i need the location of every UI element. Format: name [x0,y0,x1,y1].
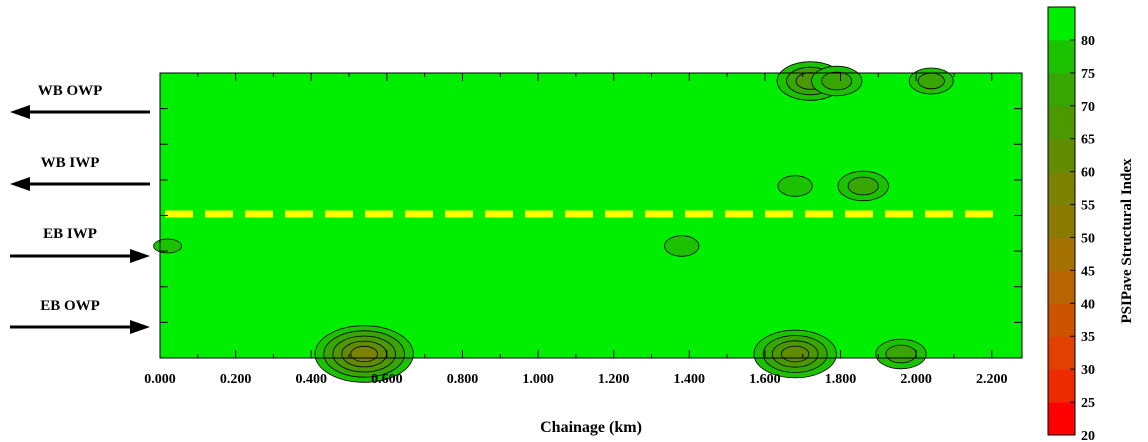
colorbar-tick-label: 50 [1081,231,1095,246]
lane-arrow-head [130,320,150,334]
x-tick-label: 1.800 [825,372,857,387]
lane-arrow-head [130,249,150,263]
y-axis-ticks [160,108,1022,323]
x-tick-label: 2.200 [976,372,1008,387]
colorbar-tick-label: 80 [1081,34,1095,49]
colorbar: 20 25 30 35 40 45 50 55 60 65 70 75 80 [1047,6,1095,442]
lane-arrow-head [10,105,30,119]
contour-ring [664,235,700,257]
colorbar-tick-label: 30 [1081,363,1095,378]
colorbar-frame [1047,6,1076,436]
lane-label: WB OWP [38,83,103,99]
x-axis-ticks [159,73,993,358]
contour-ring [885,344,917,364]
x-tick-label: 0.400 [295,372,327,387]
colorbar-segment [1048,369,1075,403]
colorbar-segment [1048,237,1075,271]
colorbar-segment [1048,39,1075,74]
colorbar-tick-label: 25 [1081,396,1095,411]
contour-ring [821,71,853,91]
x-tick-label: 0.000 [144,372,176,387]
x-tick-label: 2.000 [900,372,932,387]
x-tick-label: 0.600 [371,372,403,387]
contour-ring [917,72,945,90]
colorbar-tick-label: 70 [1081,100,1095,115]
x-tick-label: 1.400 [674,372,706,387]
lane-labels: WB OWP WB IWP EB IWP EB OWP [10,83,150,334]
colorbar-segment [1048,138,1075,173]
colorbar-segment [1048,72,1075,107]
colorbar-tick-label: 20 [1081,429,1095,442]
x-tick-label: 1.200 [598,372,630,387]
contour-ring [781,345,810,363]
colorbar-segment [1048,204,1075,238]
colorbar-segment [1048,7,1075,41]
contour-ring [777,175,813,197]
colorbar-tick-label: 65 [1081,133,1095,148]
colorbar-tick-label: 40 [1081,297,1095,312]
x-tick-label: 1.600 [749,372,781,387]
x-axis-title: Chainage (km) [540,419,642,436]
lane-label: EB IWP [43,226,97,242]
contour-ring [153,238,182,254]
colorbar-tick-label: 35 [1081,330,1095,345]
lane-arrow-head [10,177,30,191]
x-tick-label: 1.000 [522,372,554,387]
x-tick-label: 0.800 [447,372,479,387]
contour-ring [350,345,378,363]
lane-label: WB IWP [41,155,100,171]
lane-label: EB OWP [40,298,100,314]
contour-ring [847,176,879,196]
colorbar-segment [1048,402,1075,436]
x-axis-tick-labels: 0.000 0.200 0.400 0.600 0.800 1.000 1.200 1.400… [144,372,1007,387]
colorbar-tick-label: 45 [1081,264,1095,279]
colorbar-segment [1048,336,1075,370]
colorbar-segment [1048,270,1075,304]
colorbar-segment [1048,105,1075,140]
x-tick-label: 0.200 [220,372,252,387]
contour-group [153,61,954,383]
colorbar-tick-label: 55 [1081,199,1095,214]
colorbar-segment [1048,171,1075,206]
colorbar-segment [1048,303,1075,337]
colorbar-title: PSIPave Structural Index [1119,158,1135,324]
colorbar-tick-label: 60 [1081,166,1095,181]
colorbar-tick-label: 75 [1081,67,1095,82]
